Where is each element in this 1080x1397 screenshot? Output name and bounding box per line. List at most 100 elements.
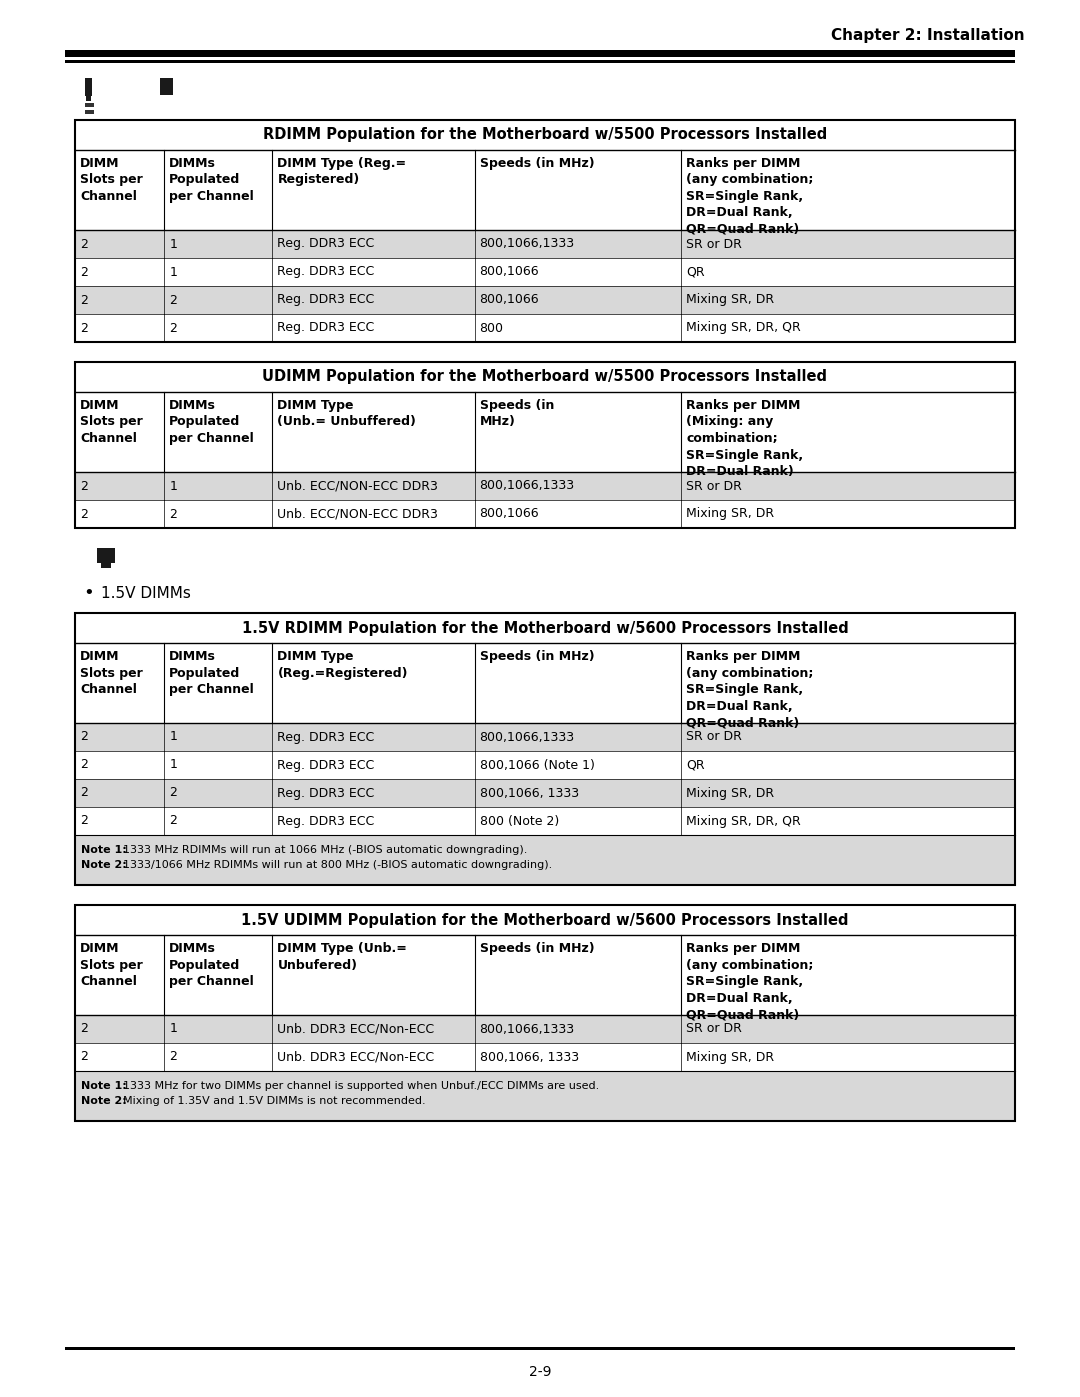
Text: 800,1066,1333: 800,1066,1333: [480, 731, 575, 743]
Text: UDIMM Population for the Motherboard w/5500 Processors Installed: UDIMM Population for the Motherboard w/5…: [262, 369, 827, 384]
Text: Speeds (in
MHz): Speeds (in MHz): [480, 400, 554, 429]
Bar: [97, 548, 114, 563]
Text: DIMM Type
(Unb.= Unbuffered): DIMM Type (Unb.= Unbuffered): [278, 400, 416, 429]
Text: 2: 2: [80, 321, 87, 334]
Bar: [75, 643, 1015, 724]
Bar: [75, 780, 1015, 807]
Text: 800,1066: 800,1066: [480, 293, 539, 306]
Text: DIMM Type
(Reg.=Registered): DIMM Type (Reg.=Registered): [278, 650, 408, 679]
Text: 1: 1: [170, 237, 177, 250]
Text: Reg. DDR3 ECC: Reg. DDR3 ECC: [278, 731, 375, 743]
Bar: [75, 472, 1015, 500]
Text: 1.5V DIMMs: 1.5V DIMMs: [102, 585, 191, 601]
Bar: [75, 752, 1015, 780]
Text: Mixing SR, DR: Mixing SR, DR: [686, 1051, 774, 1063]
Bar: [102, 563, 111, 569]
Text: 2: 2: [80, 759, 87, 771]
Text: Ranks per DIMM
(any combination;
SR=Single Rank,
DR=Dual Rank,
QR=Quad Rank): Ranks per DIMM (any combination; SR=Sing…: [686, 942, 813, 1021]
Text: 2: 2: [170, 321, 177, 334]
Text: 800,1066,1333: 800,1066,1333: [480, 479, 575, 493]
Text: Reg. DDR3 ECC: Reg. DDR3 ECC: [278, 321, 375, 334]
Text: Chapter 2: Installation: Chapter 2: Installation: [832, 28, 1025, 43]
Text: 2: 2: [80, 265, 87, 278]
Bar: [75, 905, 1015, 1120]
Bar: [75, 613, 1015, 643]
Bar: [75, 362, 1015, 393]
Bar: [75, 362, 1015, 528]
Text: 800,1066: 800,1066: [480, 265, 539, 278]
Bar: [75, 807, 1015, 835]
Text: Ranks per DIMM
(Mixing: any
combination;
SR=Single Rank,
DR=Dual Rank): Ranks per DIMM (Mixing: any combination;…: [686, 400, 804, 478]
Text: 800 (Note 2): 800 (Note 2): [480, 814, 558, 827]
Bar: [65, 50, 1015, 57]
Bar: [85, 78, 92, 96]
Text: 800,1066, 1333: 800,1066, 1333: [480, 787, 579, 799]
Text: DIMMs
Populated
per Channel: DIMMs Populated per Channel: [170, 156, 254, 203]
Text: 2: 2: [170, 787, 177, 799]
Text: Reg. DDR3 ECC: Reg. DDR3 ECC: [278, 787, 375, 799]
Text: Ranks per DIMM
(any combination;
SR=Single Rank,
DR=Dual Rank,
QR=Quad Rank): Ranks per DIMM (any combination; SR=Sing…: [686, 650, 813, 729]
Text: 2: 2: [170, 814, 177, 827]
Text: SR or DR: SR or DR: [686, 731, 742, 743]
Bar: [75, 835, 1015, 886]
Text: Speeds (in MHz): Speeds (in MHz): [480, 650, 594, 664]
Text: 2: 2: [80, 1023, 87, 1035]
Bar: [65, 1347, 1015, 1350]
Bar: [75, 286, 1015, 314]
Text: SR or DR: SR or DR: [686, 1023, 742, 1035]
Bar: [85, 103, 94, 108]
Text: 800,1066: 800,1066: [480, 507, 539, 521]
Text: Mixing SR, DR, QR: Mixing SR, DR, QR: [686, 321, 801, 334]
Bar: [75, 314, 1015, 342]
Text: Speeds (in MHz): Speeds (in MHz): [480, 942, 594, 956]
Text: Note 2:: Note 2:: [81, 861, 131, 870]
Text: Mixing SR, DR: Mixing SR, DR: [686, 787, 774, 799]
Bar: [75, 613, 1015, 886]
Text: DIMM Type (Unb.=
Unbufered): DIMM Type (Unb.= Unbufered): [278, 942, 407, 971]
Text: Unb. DDR3 ECC/Non-ECC: Unb. DDR3 ECC/Non-ECC: [278, 1051, 434, 1063]
Bar: [75, 724, 1015, 752]
Text: 1.5V UDIMM Population for the Motherboard w/5600 Processors Installed: 1.5V UDIMM Population for the Motherboar…: [241, 912, 849, 928]
Text: DIMM
Slots per
Channel: DIMM Slots per Channel: [80, 942, 143, 988]
Text: •: •: [83, 584, 94, 602]
Text: Unb. ECC/NON-ECC DDR3: Unb. ECC/NON-ECC DDR3: [278, 479, 438, 493]
Bar: [75, 905, 1015, 935]
Text: 1: 1: [170, 759, 177, 771]
Text: 1.5V RDIMM Population for the Motherboard w/5600 Processors Installed: 1.5V RDIMM Population for the Motherboar…: [242, 620, 849, 636]
Text: Note 2:: Note 2:: [81, 1097, 131, 1106]
Text: QR: QR: [686, 759, 705, 771]
Text: 2: 2: [80, 731, 87, 743]
Text: Mixing of 1.35V and 1.5V DIMMs is not recommended.: Mixing of 1.35V and 1.5V DIMMs is not re…: [123, 1097, 426, 1106]
Text: 1333/1066 MHz RDIMMs will run at 800 MHz (-BIOS automatic downgrading).: 1333/1066 MHz RDIMMs will run at 800 MHz…: [123, 861, 552, 870]
Text: Reg. DDR3 ECC: Reg. DDR3 ECC: [278, 293, 375, 306]
Text: DIMMs
Populated
per Channel: DIMMs Populated per Channel: [170, 650, 254, 696]
Text: Mixing SR, DR, QR: Mixing SR, DR, QR: [686, 814, 801, 827]
Text: Mixing SR, DR: Mixing SR, DR: [686, 507, 774, 521]
Text: 1: 1: [170, 731, 177, 743]
Text: Speeds (in MHz): Speeds (in MHz): [480, 156, 594, 170]
Text: 2: 2: [80, 237, 87, 250]
Text: 2: 2: [80, 479, 87, 493]
Text: DIMM Type (Reg.=
Registered): DIMM Type (Reg.= Registered): [278, 156, 406, 187]
Bar: [65, 60, 1015, 63]
Bar: [75, 149, 1015, 231]
Text: 800: 800: [480, 321, 503, 334]
Bar: [75, 1016, 1015, 1044]
Text: QR: QR: [686, 265, 705, 278]
Bar: [75, 231, 1015, 258]
Text: RDIMM Population for the Motherboard w/5500 Processors Installed: RDIMM Population for the Motherboard w/5…: [262, 127, 827, 142]
Bar: [85, 110, 94, 115]
Text: DIMM
Slots per
Channel: DIMM Slots per Channel: [80, 650, 143, 696]
Text: 800,1066,1333: 800,1066,1333: [480, 237, 575, 250]
Text: 1: 1: [170, 265, 177, 278]
Bar: [75, 1044, 1015, 1071]
Text: 1: 1: [170, 479, 177, 493]
Text: 2: 2: [80, 293, 87, 306]
Text: 800,1066 (Note 1): 800,1066 (Note 1): [480, 759, 594, 771]
Text: 1333 MHz for two DIMMs per channel is supported when Unbuf./ECC DIMMs are used.: 1333 MHz for two DIMMs per channel is su…: [123, 1081, 598, 1091]
Text: 2: 2: [170, 1051, 177, 1063]
Bar: [75, 120, 1015, 149]
Bar: [160, 78, 173, 95]
Text: 800,1066,1333: 800,1066,1333: [480, 1023, 575, 1035]
Text: 1: 1: [170, 1023, 177, 1035]
